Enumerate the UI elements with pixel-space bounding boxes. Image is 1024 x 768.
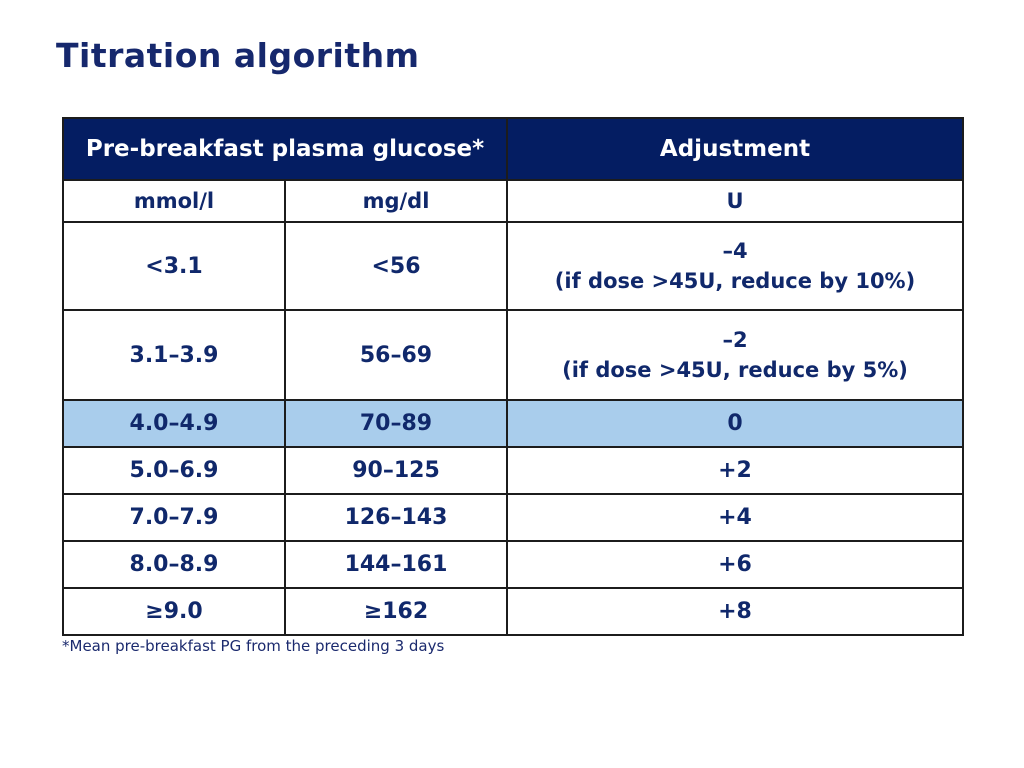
cell-mgdl: 56–69 xyxy=(284,309,508,401)
unit-mmol: mmol/l xyxy=(62,179,286,223)
units-row: mmol/l mg/dl U xyxy=(62,179,964,223)
adjustment-note: (if dose >45U, reduce by 5%) xyxy=(562,358,908,382)
table-row: 3.1–3.9 56–69 –2 (if dose >45U, reduce b… xyxy=(62,309,964,401)
cell-adjustment: –2 (if dose >45U, reduce by 5%) xyxy=(506,309,964,401)
adjustment-value: –2 xyxy=(722,327,748,352)
cell-mgdl: ≥162 xyxy=(284,587,508,636)
cell-adjustment: +2 xyxy=(506,446,964,495)
cell-adjustment: +6 xyxy=(506,540,964,589)
cell-adjustment: +4 xyxy=(506,493,964,542)
cell-mmol: 3.1–3.9 xyxy=(62,309,286,401)
unit-mgdl: mg/dl xyxy=(284,179,508,223)
cell-mgdl: 90–125 xyxy=(284,446,508,495)
table-row: 7.0–7.9 126–143 +4 xyxy=(62,493,964,542)
table-row: ≥9.0 ≥162 +8 xyxy=(62,587,964,636)
cell-adjustment: –4 (if dose >45U, reduce by 10%) xyxy=(506,221,964,311)
cell-adjustment: +8 xyxy=(506,587,964,636)
titration-table: Pre-breakfast plasma glucose* Adjustment… xyxy=(62,117,964,636)
header-cell-adjustment: Adjustment xyxy=(506,117,964,181)
cell-mmol: 4.0–4.9 xyxy=(62,399,286,448)
cell-mmol: 7.0–7.9 xyxy=(62,493,286,542)
cell-mgdl: 144–161 xyxy=(284,540,508,589)
cell-mgdl: 126–143 xyxy=(284,493,508,542)
cell-adjustment: 0 xyxy=(506,399,964,448)
unit-u: U xyxy=(506,179,964,223)
table-row: 5.0–6.9 90–125 +2 xyxy=(62,446,964,495)
table-row: <3.1 <56 –4 (if dose >45U, reduce by 10%… xyxy=(62,221,964,311)
table-row-highlighted: 4.0–4.9 70–89 0 xyxy=(62,399,964,448)
adjustment-value: –4 xyxy=(722,238,748,263)
table-row: 8.0–8.9 144–161 +6 xyxy=(62,540,964,589)
table-header-row: Pre-breakfast plasma glucose* Adjustment xyxy=(62,117,964,181)
cell-mgdl: 70–89 xyxy=(284,399,508,448)
cell-mmol: <3.1 xyxy=(62,221,286,311)
cell-mmol: ≥9.0 xyxy=(62,587,286,636)
footnote: *Mean pre-breakfast PG from the precedin… xyxy=(62,637,445,655)
cell-mmol: 5.0–6.9 xyxy=(62,446,286,495)
page-title: Titration algorithm xyxy=(56,36,420,75)
adjustment-note: (if dose >45U, reduce by 10%) xyxy=(554,269,916,293)
header-cell-glucose: Pre-breakfast plasma glucose* xyxy=(62,117,508,181)
cell-mgdl: <56 xyxy=(284,221,508,311)
cell-mmol: 8.0–8.9 xyxy=(62,540,286,589)
